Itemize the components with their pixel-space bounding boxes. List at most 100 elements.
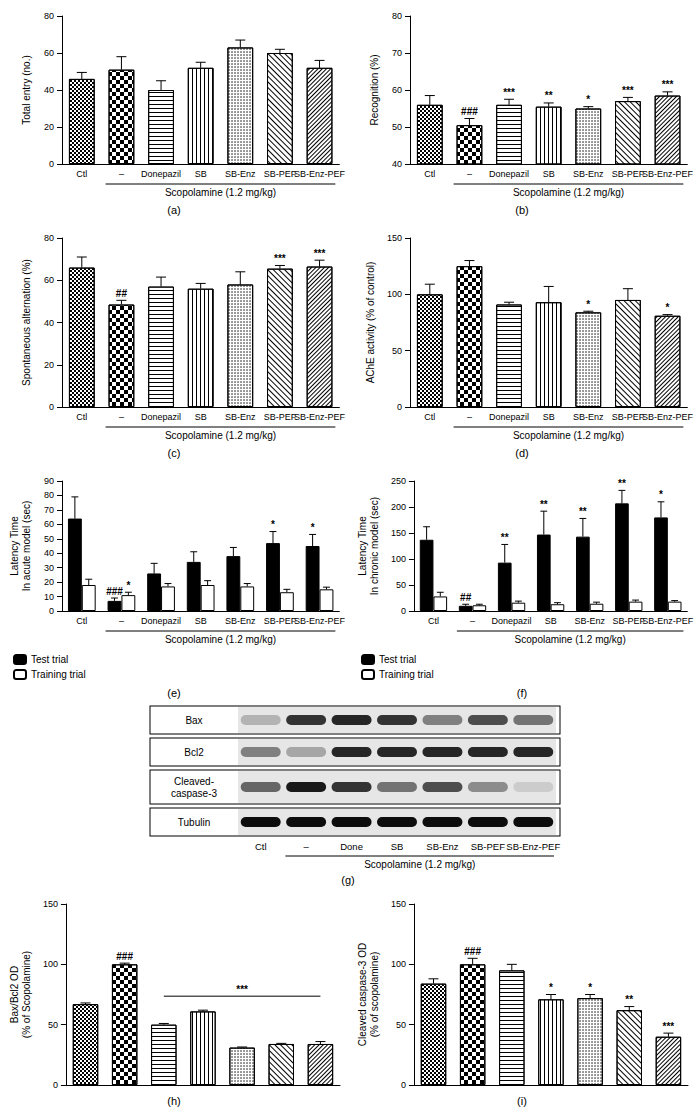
svg-text:0: 0: [49, 159, 54, 169]
svg-text:***: ***: [314, 248, 326, 259]
svg-text:(h): (h): [167, 1095, 180, 1107]
svg-text:0: 0: [49, 402, 54, 412]
svg-text:Scopolamine (1.2 mg/kg): Scopolamine (1.2 mg/kg): [165, 430, 276, 441]
svg-text:Donepazil: Donepazil: [489, 412, 529, 422]
svg-text:Training trial: Training trial: [379, 669, 434, 680]
svg-text:**: **: [625, 994, 633, 1005]
svg-text:(a): (a): [167, 204, 180, 216]
svg-text:SB-Enz-PEF: SB-Enz-PEF: [294, 616, 346, 626]
svg-text:Donepazil: Donepazil: [141, 169, 181, 179]
svg-text:###: ###: [464, 946, 481, 957]
svg-text:0: 0: [53, 1080, 58, 1090]
svg-text:150: 150: [43, 899, 58, 909]
svg-text:Recognition (%): Recognition (%): [369, 54, 380, 125]
svg-text:*: *: [659, 489, 663, 500]
svg-text:50: 50: [44, 534, 54, 544]
svg-text:50: 50: [392, 122, 402, 132]
svg-text:10: 10: [44, 592, 54, 602]
svg-text:In chronic model (sec): In chronic model (sec): [369, 497, 380, 595]
svg-text:SB-Enz: SB-Enz: [574, 616, 605, 626]
svg-text:SB-Enz: SB-Enz: [573, 412, 604, 422]
svg-text:***: ***: [663, 1021, 675, 1032]
svg-text:*: *: [549, 982, 553, 993]
svg-text:Spontaneous alternation (%): Spontaneous alternation (%): [21, 259, 32, 386]
svg-text:40: 40: [44, 548, 54, 558]
svg-text:100: 100: [43, 959, 58, 969]
svg-text:Ctl: Ctl: [76, 412, 87, 422]
svg-text:##: ##: [460, 592, 472, 603]
svg-text:Latency Time: Latency Time: [9, 516, 20, 576]
svg-text:SB-Enz: SB-Enz: [573, 169, 604, 179]
svg-text:90: 90: [44, 476, 54, 486]
svg-text:*: *: [586, 299, 590, 310]
svg-text:SB-Enz: SB-Enz: [225, 169, 256, 179]
svg-text:Cleaved caspase-3 OD: Cleaved caspase-3 OD: [357, 943, 368, 1046]
svg-text:Donepazil: Donepazil: [141, 616, 181, 626]
svg-text:***: ***: [274, 253, 286, 264]
svg-text:–: –: [467, 169, 472, 179]
svg-text:SB-Enz-PEF: SB-Enz-PEF: [506, 841, 560, 852]
svg-text:SB: SB: [545, 616, 557, 626]
svg-text:**: **: [540, 499, 548, 510]
svg-text:Latency Time: Latency Time: [357, 516, 368, 576]
svg-text:60: 60: [44, 275, 54, 285]
svg-text:–: –: [303, 841, 309, 852]
svg-text:AChE activity (% of control): AChE activity (% of control): [365, 262, 376, 384]
svg-text:–: –: [119, 412, 124, 422]
svg-text:20: 20: [44, 577, 54, 587]
svg-text:50: 50: [396, 1020, 406, 1030]
svg-text:40: 40: [392, 159, 402, 169]
svg-text:Donepazil: Donepazil: [141, 412, 181, 422]
svg-text:100: 100: [391, 959, 406, 969]
svg-text:(f): (f): [517, 687, 527, 699]
svg-text:Ctl: Ctl: [424, 412, 435, 422]
svg-text:Ctl: Ctl: [76, 169, 87, 179]
svg-text:20: 20: [44, 122, 54, 132]
svg-text:*: *: [588, 982, 592, 993]
svg-text:40: 40: [44, 85, 54, 95]
svg-text:*: *: [311, 522, 315, 533]
svg-text:Done: Done: [340, 841, 363, 852]
svg-text:Scopolamine (1.2 mg/kg): Scopolamine (1.2 mg/kg): [364, 859, 475, 870]
svg-text:Cleaved-caspase-3: Cleaved-caspase-3: [171, 776, 218, 799]
svg-text:0: 0: [397, 402, 402, 412]
svg-text:SB: SB: [195, 169, 207, 179]
svg-text:–: –: [470, 616, 475, 626]
svg-text:50: 50: [396, 580, 406, 590]
svg-text:80: 80: [44, 233, 54, 243]
svg-text:Ctl: Ctl: [255, 841, 267, 852]
svg-text:150: 150: [391, 528, 406, 538]
svg-text:SB-Enz: SB-Enz: [426, 841, 458, 852]
svg-text:60: 60: [44, 48, 54, 58]
svg-text:SB-Enz: SB-Enz: [225, 412, 256, 422]
svg-text:##: ##: [116, 288, 128, 299]
svg-text:(i): (i): [517, 1095, 527, 1107]
svg-text:(% of Scopolamine): (% of Scopolamine): [21, 951, 32, 1038]
svg-text:SB: SB: [195, 412, 207, 422]
svg-text:200: 200: [391, 502, 406, 512]
svg-text:###: ###: [106, 586, 123, 597]
svg-text:(g): (g): [341, 874, 354, 886]
svg-text:Scopolamine (1.2 mg/kg): Scopolamine (1.2 mg/kg): [515, 634, 626, 645]
svg-text:SB-Enz-PEF: SB-Enz-PEF: [294, 412, 346, 422]
svg-text:*: *: [586, 94, 590, 105]
svg-text:***: ***: [236, 984, 248, 995]
svg-text:SB: SB: [195, 616, 207, 626]
svg-text:–: –: [119, 616, 124, 626]
svg-text:Bax: Bax: [185, 715, 202, 726]
svg-text:(% of scopolamine): (% of scopolamine): [369, 952, 380, 1038]
svg-text:Training trial: Training trial: [31, 669, 86, 680]
svg-text:SB-PEF: SB-PEF: [471, 841, 506, 852]
svg-text:Scopolamine (1.2 mg/kg): Scopolamine (1.2 mg/kg): [513, 187, 624, 198]
svg-text:80: 80: [44, 490, 54, 500]
svg-text:SB-PEF: SB-PEF: [612, 169, 645, 179]
svg-text:Ctl: Ctl: [76, 616, 87, 626]
svg-text:(b): (b): [515, 204, 528, 216]
svg-text:SB-Enz-PEF: SB-Enz-PEF: [294, 169, 346, 179]
svg-text:SB-PEF: SB-PEF: [613, 616, 646, 626]
svg-text:Total entry (no.): Total entry (no.): [21, 55, 32, 124]
svg-text:(e): (e): [167, 687, 180, 699]
svg-text:(d): (d): [515, 447, 528, 459]
svg-text:SB-PEF: SB-PEF: [264, 412, 297, 422]
svg-text:100: 100: [387, 289, 402, 299]
